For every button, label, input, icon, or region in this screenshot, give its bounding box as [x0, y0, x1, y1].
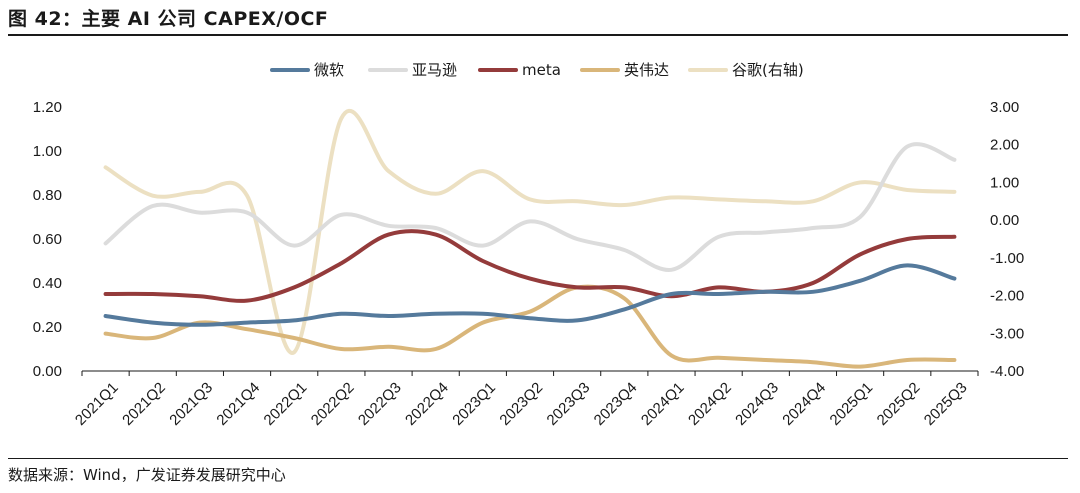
x-tick-label: 2025Q2 — [874, 379, 924, 429]
y-left-tick-label: 0.20 — [33, 319, 62, 336]
series-lines — [103, 108, 957, 369]
y-left-tick-label: 0.80 — [33, 187, 62, 204]
series-line-2 — [103, 142, 957, 272]
y-left-tick-label: 0.40 — [33, 275, 62, 292]
x-tick-label: 2022Q3 — [355, 379, 405, 429]
title-rule — [8, 34, 1068, 36]
y-left-tick-label: 1.00 — [33, 143, 62, 160]
x-tick-label: 2024Q1 — [638, 379, 688, 429]
y-right-tick-label: -1.00 — [990, 250, 1024, 267]
y-right-tick-label: 2.00 — [990, 137, 1019, 154]
source-note: 数据来源：Wind，广发证券发展研究中心 — [8, 466, 286, 484]
legend-label: 亚马逊 — [412, 61, 457, 79]
x-tick-label: 2021Q2 — [119, 379, 169, 429]
legend-label: 英伟达 — [624, 61, 669, 79]
y-right-tick-label: 1.00 — [990, 174, 1019, 191]
line-chart: 2021Q12021Q22021Q32021Q42022Q12022Q22022… — [33, 61, 1024, 429]
x-tick-label: 2023Q3 — [544, 379, 594, 429]
series-line-1 — [103, 263, 957, 327]
y-left-tick-label: 0.60 — [33, 231, 62, 248]
x-tick-label: 2023Q2 — [496, 379, 546, 429]
x-tick-label: 2025Q3 — [921, 379, 971, 429]
legend-label: 谷歌(右轴) — [732, 61, 804, 79]
legend: 微软 亚马逊 meta 英伟达 谷歌(右轴) — [270, 61, 804, 79]
y-right-tick-label: -3.00 — [990, 325, 1024, 342]
x-tick-label: 2025Q1 — [827, 379, 877, 429]
x-tick-label: 2022Q2 — [308, 379, 358, 429]
series-line-3 — [103, 229, 957, 303]
legend-label: meta — [522, 61, 561, 79]
x-tick-label: 2023Q4 — [591, 379, 641, 429]
y-right-tick-label: -2.00 — [990, 288, 1024, 305]
source-rule — [8, 458, 1068, 459]
y-right-tick-label: -4.00 — [990, 363, 1024, 380]
y-right-tick-label: 0.00 — [990, 212, 1019, 229]
x-tick-label: 2024Q4 — [779, 379, 829, 429]
x-tick-label: 2024Q3 — [732, 379, 782, 429]
figure-title: 图 42：主要 AI 公司 CAPEX/OCF — [8, 8, 329, 30]
axes: 2021Q12021Q22021Q32021Q42022Q12022Q22022… — [33, 99, 1024, 429]
y-left-tick-label: 1.20 — [33, 99, 62, 116]
x-tick-label: 2021Q4 — [213, 379, 263, 429]
y-right-tick-label: 3.00 — [990, 99, 1019, 116]
y-left-tick-label: 0.00 — [33, 363, 62, 380]
x-tick-label: 2024Q2 — [685, 379, 735, 429]
x-tick-label: 2022Q4 — [402, 379, 452, 429]
legend-label: 微软 — [314, 61, 344, 79]
x-tick-label: 2023Q1 — [449, 379, 499, 429]
series-line-5 — [103, 108, 957, 355]
x-tick-label: 2021Q1 — [72, 379, 122, 429]
x-tick-label: 2022Q1 — [261, 379, 311, 429]
series-line-4 — [103, 284, 957, 369]
x-tick-label: 2021Q3 — [166, 379, 216, 429]
